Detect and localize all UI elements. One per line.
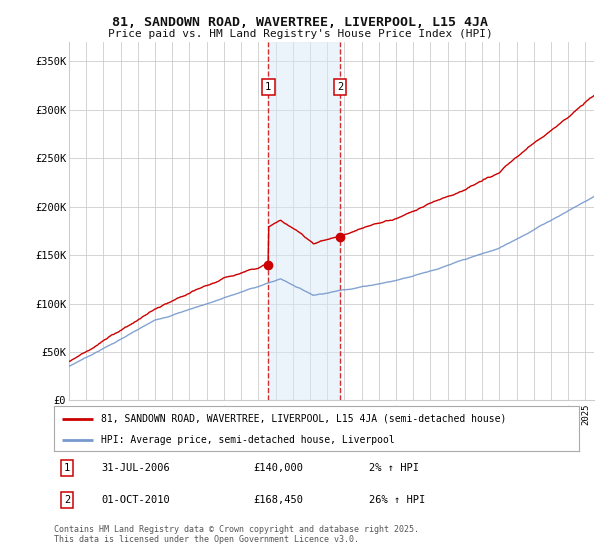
Text: 2: 2 xyxy=(337,82,343,92)
Text: 2% ↑ HPI: 2% ↑ HPI xyxy=(369,463,419,473)
Text: 1: 1 xyxy=(64,463,70,473)
Text: 81, SANDOWN ROAD, WAVERTREE, LIVERPOOL, L15 4JA: 81, SANDOWN ROAD, WAVERTREE, LIVERPOOL, … xyxy=(112,16,488,29)
Text: HPI: Average price, semi-detached house, Liverpool: HPI: Average price, semi-detached house,… xyxy=(101,435,395,445)
Text: This data is licensed under the Open Government Licence v3.0.: This data is licensed under the Open Gov… xyxy=(54,535,359,544)
Text: Price paid vs. HM Land Registry's House Price Index (HPI): Price paid vs. HM Land Registry's House … xyxy=(107,29,493,39)
Text: 01-OCT-2010: 01-OCT-2010 xyxy=(101,495,170,505)
Text: 26% ↑ HPI: 26% ↑ HPI xyxy=(369,495,425,505)
Text: 1: 1 xyxy=(265,82,271,92)
Bar xyxy=(268,42,340,400)
Text: 31-JUL-2006: 31-JUL-2006 xyxy=(101,463,170,473)
Text: £140,000: £140,000 xyxy=(254,463,304,473)
Text: 81, SANDOWN ROAD, WAVERTREE, LIVERPOOL, L15 4JA (semi-detached house): 81, SANDOWN ROAD, WAVERTREE, LIVERPOOL, … xyxy=(101,413,506,423)
Text: £168,450: £168,450 xyxy=(254,495,304,505)
Text: 2: 2 xyxy=(64,495,70,505)
Text: Contains HM Land Registry data © Crown copyright and database right 2025.: Contains HM Land Registry data © Crown c… xyxy=(54,525,419,534)
